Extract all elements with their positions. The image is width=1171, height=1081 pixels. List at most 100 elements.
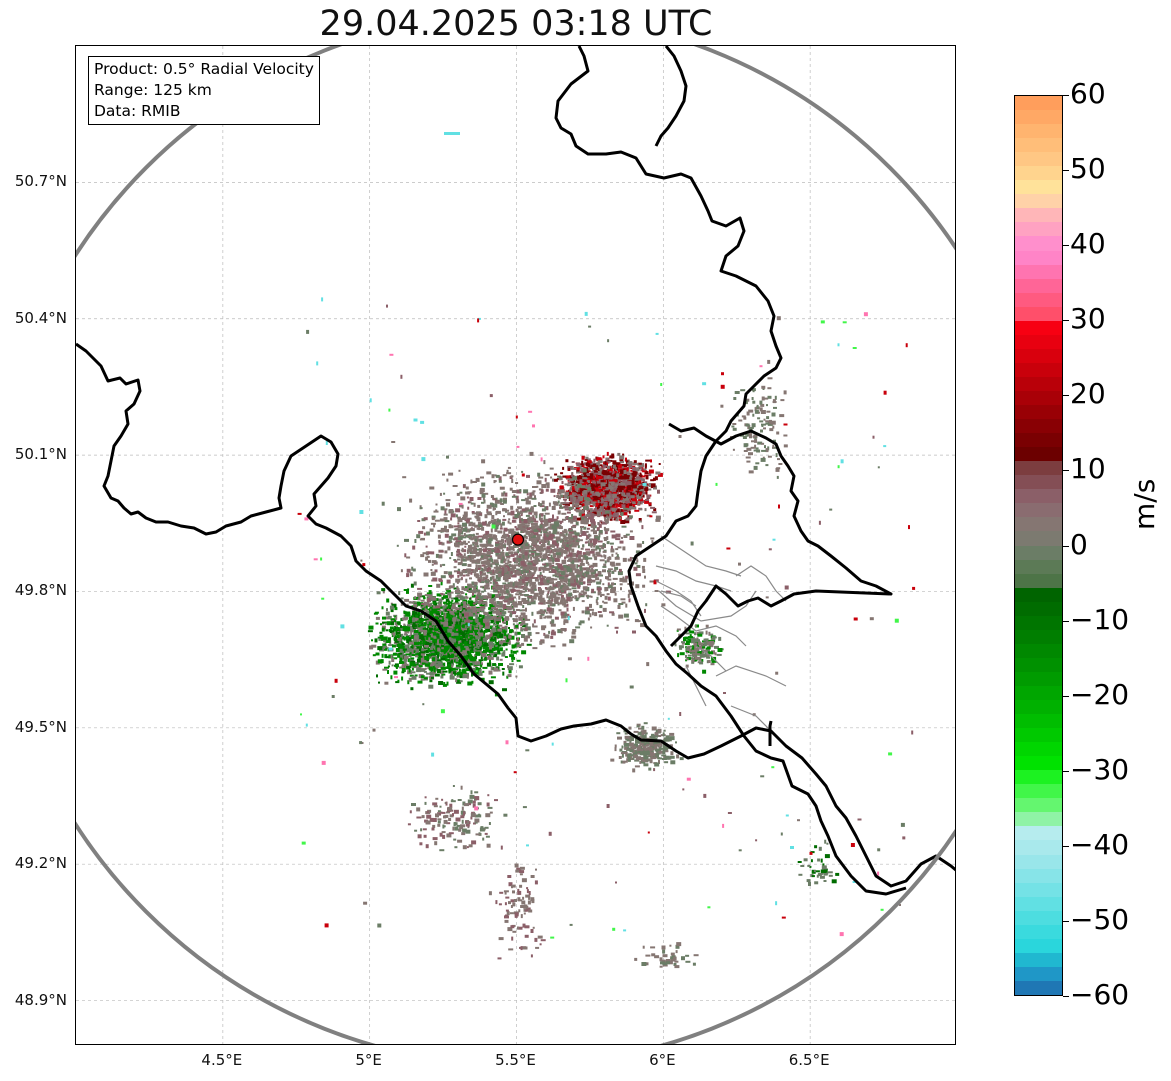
velocity-bin (638, 498, 644, 502)
velocity-bin (612, 464, 616, 469)
velocity-bin (591, 488, 595, 491)
velocity-bin (578, 512, 582, 517)
velocity-bin (500, 614, 506, 617)
velocity-bin (503, 650, 506, 654)
velocity-bin (501, 668, 505, 670)
velocity-bin (637, 462, 642, 465)
velocity-bin (557, 593, 563, 596)
velocity-bin (583, 501, 586, 504)
velocity-bin (552, 578, 558, 581)
velocity-bin (618, 508, 622, 512)
velocity-bin (376, 591, 381, 595)
velocity-bin (619, 463, 624, 468)
velocity-bin (614, 566, 619, 570)
velocity-bin (437, 654, 440, 659)
velocity-bin (408, 677, 412, 682)
velocity-bin (444, 618, 448, 622)
velocity-bin (488, 611, 493, 615)
velocity-bin (395, 648, 401, 652)
velocity-bin (585, 490, 588, 495)
velocity-bin (607, 475, 611, 477)
velocity-bin (603, 499, 608, 504)
velocity-bin (571, 635, 577, 639)
velocity-bin (602, 583, 605, 586)
velocity-bin (616, 493, 619, 498)
velocity-bin (584, 610, 590, 615)
velocity-bin (585, 500, 590, 505)
velocity-bin (618, 603, 624, 605)
velocity-bin (374, 611, 379, 614)
velocity-bin (489, 641, 494, 644)
velocity-bin (589, 505, 594, 508)
velocity-bin (492, 663, 497, 666)
velocity-bin (590, 509, 596, 512)
velocity-bin (603, 502, 608, 506)
velocity-bin (412, 600, 416, 604)
velocity-bin (589, 508, 593, 513)
velocity-bin (628, 496, 631, 500)
velocity-bin (515, 624, 519, 628)
velocity-bin (459, 491, 463, 494)
velocity-bin (446, 502, 450, 507)
velocity-bin (442, 609, 445, 613)
velocity-bin (584, 459, 588, 462)
velocity-bin (479, 624, 482, 629)
velocity-bin (552, 514, 554, 519)
velocity-bin (393, 670, 398, 675)
velocity-bin (636, 495, 642, 500)
velocity-bin (511, 660, 514, 663)
velocity-bin (604, 507, 609, 511)
velocity-bin (375, 616, 380, 620)
velocity-bin (462, 628, 468, 631)
velocity-bin (462, 616, 464, 619)
velocity-bin (559, 485, 564, 490)
velocity-bin (414, 539, 417, 543)
velocity-bin (458, 668, 461, 672)
velocity-bin (624, 478, 627, 481)
velocity-bin (429, 610, 433, 615)
velocity-bin (518, 556, 521, 559)
velocity-bin (464, 545, 467, 548)
velocity-bin (471, 680, 474, 684)
velocity-bin (596, 480, 602, 484)
velocity-bin (404, 538, 409, 542)
velocity-bin (598, 547, 601, 552)
velocity-bin (624, 488, 630, 491)
velocity-bin (499, 658, 503, 661)
velocity-bin (609, 455, 615, 459)
velocity-bin (573, 467, 577, 470)
velocity-bin (463, 641, 466, 645)
velocity-bin (605, 488, 608, 492)
velocity-bin (627, 473, 633, 478)
velocity-bin (397, 622, 401, 625)
velocity-bin (562, 466, 565, 470)
velocity-bin (448, 606, 453, 611)
velocity-bin (602, 493, 605, 496)
velocity-bin (543, 515, 546, 519)
velocity-bin (467, 681, 473, 686)
velocity-bin (444, 520, 450, 523)
velocity-bin (638, 483, 642, 486)
velocity-bin (481, 526, 485, 531)
velocity-bin (451, 638, 456, 643)
velocity-bin (566, 511, 571, 514)
velocity-bin (555, 590, 559, 593)
velocity-bin (634, 562, 638, 565)
velocity-bin (501, 521, 505, 526)
velocity-bin (629, 492, 633, 494)
velocity-bin (425, 545, 428, 548)
velocity-bin (578, 465, 582, 469)
velocity-bin (644, 464, 647, 469)
velocity-bin (602, 455, 605, 459)
velocity-bin (399, 657, 403, 662)
velocity-bin (629, 495, 632, 498)
velocity-bin (396, 544, 399, 547)
velocity-bin (401, 671, 405, 674)
velocity-bin (564, 483, 569, 486)
velocity-bin (374, 638, 378, 643)
velocity-bin (403, 610, 406, 614)
velocity-bin (514, 631, 518, 636)
velocity-bin (635, 489, 639, 494)
velocity-bin (590, 490, 594, 494)
velocity-bin (501, 652, 506, 657)
